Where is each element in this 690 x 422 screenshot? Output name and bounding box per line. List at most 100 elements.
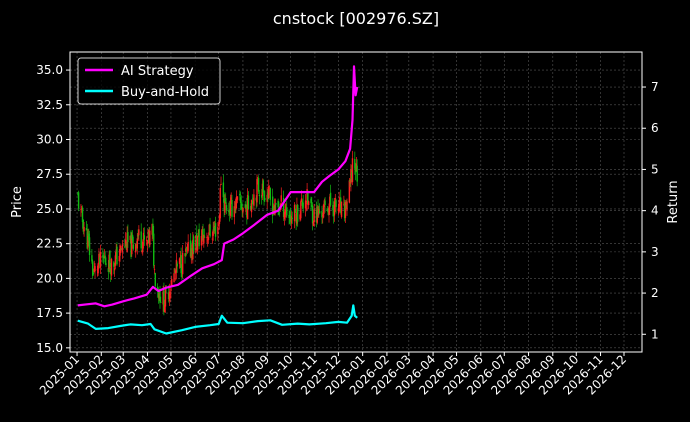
price-candle [202,223,204,242]
candle-body [235,199,237,210]
price-candle [207,235,209,247]
candle-body [307,191,309,204]
price-candle [185,246,188,256]
y-axis-label-right: Return [666,180,681,223]
price-candle [213,221,215,234]
candle-body [124,239,127,246]
price-candle [296,197,298,226]
candle-body [164,287,167,307]
price-candle [253,189,255,211]
price-candle [94,263,96,279]
price-candle [217,221,220,227]
candle-body [239,197,242,203]
candle-body [310,198,312,204]
candle-body [160,301,162,303]
candle-body [332,207,335,217]
candle-body [300,201,302,219]
candle-body [296,205,298,224]
candle-body [109,250,111,268]
price-candle [355,156,358,172]
candle-body [291,217,293,219]
candle-body [113,268,116,271]
candle-body [113,262,115,267]
price-candle [282,190,285,221]
price-candle [340,201,343,219]
price-candle [288,209,290,225]
candle-body [77,194,79,196]
price-candle [142,227,145,249]
price-candle [103,249,106,259]
price-candle [186,243,189,254]
price-candle [218,213,221,230]
price-candle [346,198,348,216]
price-candle [142,239,144,256]
y-left-tick-label: 35.0 [36,63,63,77]
price-candle [126,226,128,253]
price-candle [350,165,353,183]
candle-body [323,200,326,208]
candle-body [107,268,110,272]
candle-body [299,214,301,220]
price-candle [153,225,155,269]
price-candle [257,177,259,185]
candle-body [262,180,264,193]
candle-body [163,290,165,313]
candle-body [266,194,268,202]
price-candle [189,233,192,259]
candle-body [246,194,249,220]
candle-body [305,203,308,205]
candle-body [146,241,149,244]
candle-body [98,253,100,264]
candle-body [316,206,318,223]
candle-body [277,200,279,208]
candle-body [321,211,323,218]
price-candle [344,200,347,223]
candle-body [86,231,88,249]
price-candle [108,251,110,273]
price-candle [261,178,264,201]
y-right-tick-label: 2 [651,286,659,300]
candle-body [190,248,192,258]
price-candle [91,249,93,264]
price-candle [163,299,166,313]
y-right-tick-label: 7 [651,80,659,94]
candle-body [350,172,353,180]
y-right-tick-label: 5 [651,162,659,176]
candle-body [225,197,227,203]
price-candle [297,204,299,227]
price-candle [207,232,210,245]
price-candle [201,226,203,246]
y-left-tick-label: 22.5 [36,237,63,251]
price-candle [290,211,293,229]
price-candle [304,193,307,217]
price-candle [350,164,352,192]
candle-body [258,194,261,197]
price-candle [271,188,274,224]
candle-body [192,236,195,252]
candle-body [343,203,345,205]
candle-body [162,291,164,305]
price-candle [132,236,135,251]
price-candle [283,209,286,226]
price-candle [247,191,250,211]
price-candle [109,262,112,282]
price-candle [187,234,189,253]
candle-body [230,197,232,203]
candle-body [125,243,128,250]
candle-body [85,228,88,231]
candle-body [185,247,188,250]
price-candle [102,252,105,265]
candle-body [333,201,336,216]
y-axis-label-left: Price [10,186,25,218]
price-candle [239,191,242,211]
legend-label-ai-strategy: AI Strategy [121,64,194,79]
candle-body [130,231,132,258]
price-candle [197,229,200,238]
price-candle [275,202,277,212]
price-candle [80,204,82,217]
price-candle [242,206,244,218]
candle-body [159,290,161,303]
candle-body [209,224,211,237]
price-candle [225,202,228,215]
